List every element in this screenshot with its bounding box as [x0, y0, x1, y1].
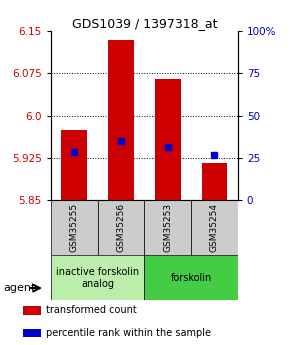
Bar [23, 328, 41, 337]
Text: GSM35255: GSM35255 [70, 203, 79, 252]
Text: inactive forskolin
analog: inactive forskolin analog [56, 267, 139, 288]
Bar [108, 40, 134, 200]
Title: GDS1039 / 1397318_at: GDS1039 / 1397318_at [72, 17, 217, 30]
Text: GSM35253: GSM35253 [163, 203, 172, 252]
Bar [144, 255, 238, 300]
Bar [202, 164, 227, 200]
Text: percentile rank within the sample: percentile rank within the sample [46, 328, 211, 338]
Bar [97, 200, 144, 255]
Text: transformed count: transformed count [46, 305, 137, 315]
Bar [191, 200, 238, 255]
Bar [155, 79, 180, 200]
Bar [51, 200, 97, 255]
Bar [61, 130, 87, 200]
Text: forskolin: forskolin [171, 273, 212, 283]
Bar [23, 306, 41, 315]
Bar [144, 200, 191, 255]
Text: agent: agent [3, 283, 35, 293]
Text: GSM35254: GSM35254 [210, 203, 219, 252]
Bar [51, 255, 144, 300]
Text: GSM35256: GSM35256 [116, 203, 125, 252]
